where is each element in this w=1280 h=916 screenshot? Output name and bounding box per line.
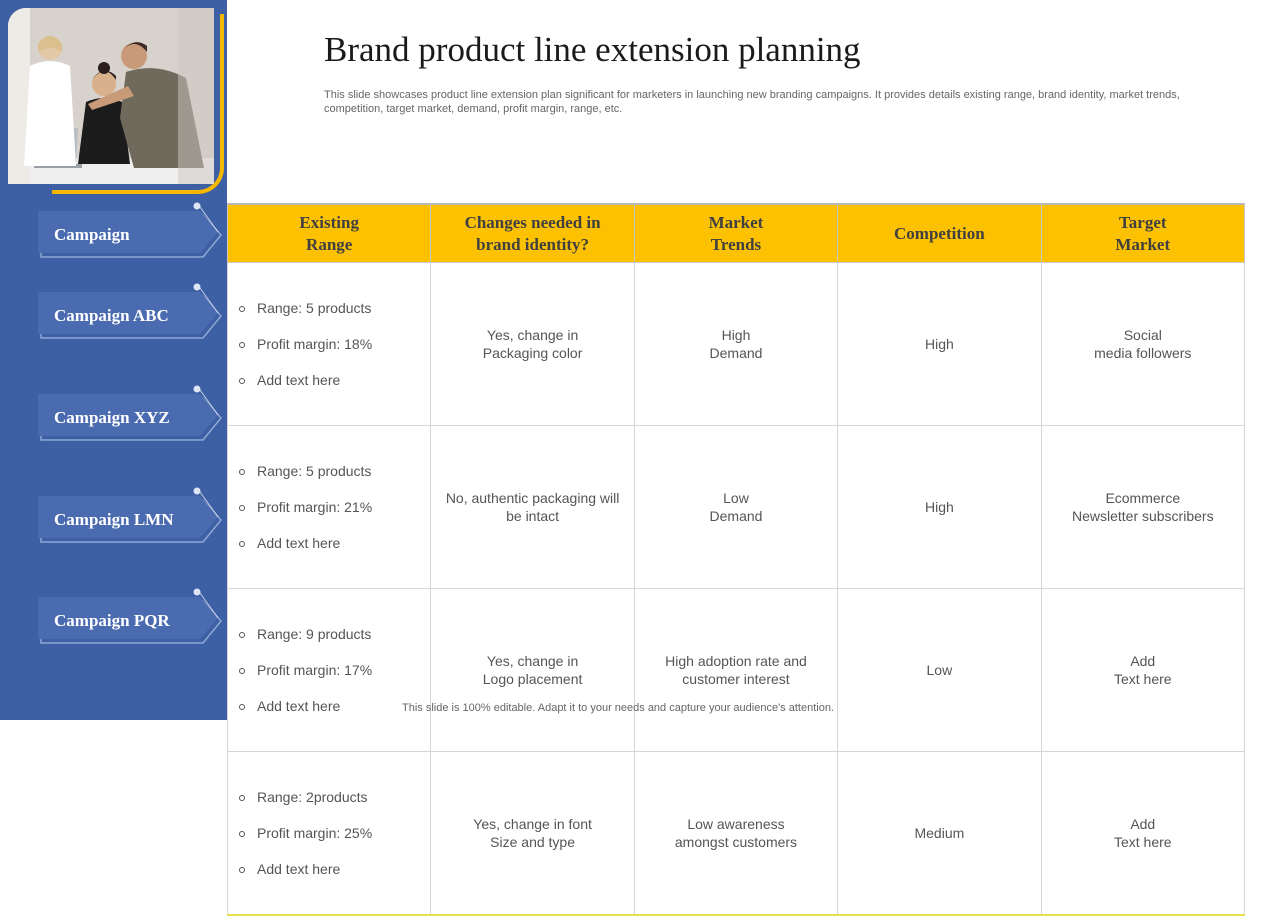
campaign-arrow-shape <box>38 283 222 339</box>
cell-target-market: Social media followers <box>1040 262 1246 426</box>
cell-brand-identity: Yes, change in Packaging color <box>430 262 635 426</box>
cell-existing-range: Range: 5 products Profit margin: 18% Add… <box>226 262 432 426</box>
range-list: Range: 9 products Profit margin: 17% Add… <box>238 607 424 733</box>
cell-market-trends: High Demand <box>633 262 839 426</box>
cell-market-trends: Low Demand <box>633 425 839 589</box>
list-item: Range: 5 products <box>238 299 424 317</box>
list-item: Add text here <box>238 534 424 552</box>
cell-competition: Low <box>837 588 1042 752</box>
table-header-row: Existing Range Changes needed in brand i… <box>226 203 1246 263</box>
planning-table: Existing Range Changes needed in brand i… <box>226 203 1246 916</box>
cell-existing-range: Range: 9 products Profit margin: 17% Add… <box>226 588 432 752</box>
cell-target-market: Add Text here <box>1040 588 1246 752</box>
photo-accent-frame <box>52 14 224 194</box>
cell-existing-range: Range: 5 products Profit margin: 21% Add… <box>226 425 432 589</box>
campaign-arrow-shape <box>38 487 222 543</box>
list-item: Profit margin: 17% <box>238 661 424 679</box>
range-list: Range: 5 products Profit margin: 18% Add… <box>238 281 424 407</box>
cell-target-market: Ecommerce Newsletter subscribers <box>1040 425 1246 589</box>
table-row: Range: 9 products Profit margin: 17% Add… <box>226 588 1246 752</box>
list-item: Add text here <box>238 371 424 389</box>
list-item: Range: 5 products <box>238 462 424 480</box>
header-existing-range: Existing Range <box>226 203 432 263</box>
header-brand-identity: Changes needed in brand identity? <box>430 203 635 263</box>
table-row: Range: 2products Profit margin: 25% Add … <box>226 751 1246 916</box>
campaign-label: Campaign <box>54 225 130 244</box>
campaign-label: Campaign XYZ <box>54 408 170 427</box>
campaign-arrow-shape <box>38 385 222 441</box>
table-row: Range: 5 products Profit margin: 21% Add… <box>226 425 1246 589</box>
cell-market-trends: High adoption rate and customer interest <box>633 588 839 752</box>
cell-brand-identity: No, authentic packaging will be intact <box>430 425 635 589</box>
campaign-arrow-shape <box>38 202 222 258</box>
list-item: Add text here <box>238 697 424 715</box>
page-title: Brand product line extension planning <box>324 30 861 69</box>
header-market-trends: Market Trends <box>633 203 839 263</box>
cell-brand-identity: Yes, change in Logo placement <box>430 588 635 752</box>
campaign-tag-xyz: Campaign XYZ <box>37 385 223 441</box>
footer-note: This slide is 100% editable. Adapt it to… <box>402 702 834 714</box>
cell-market-trends: Low awareness amongst customers <box>633 751 839 916</box>
campaign-label: Campaign PQR <box>54 611 170 630</box>
campaign-tag-abc: Campaign ABC <box>37 283 223 339</box>
table-row: Range: 5 products Profit margin: 18% Add… <box>226 262 1246 426</box>
range-list: Range: 2products Profit margin: 25% Add … <box>238 770 424 896</box>
campaign-label: Campaign LMN <box>54 510 174 529</box>
cell-target-market: Add Text here <box>1040 751 1246 916</box>
range-list: Range: 5 products Profit margin: 21% Add… <box>238 444 424 570</box>
list-item: Profit margin: 18% <box>238 335 424 353</box>
cell-competition: High <box>837 425 1042 589</box>
campaign-arrow-shape <box>38 588 222 644</box>
cell-brand-identity: Yes, change in font Size and type <box>430 751 635 916</box>
campaign-tag-1: Campaign <box>37 202 223 258</box>
list-item: Range: 2products <box>238 788 424 806</box>
campaign-label: Campaign ABC <box>54 306 169 325</box>
campaign-tag-pqr: Campaign PQR <box>37 588 223 644</box>
list-item: Add text here <box>238 860 424 878</box>
page-subtitle: This slide showcases product line extens… <box>324 89 1180 115</box>
header-target-market: Target Market <box>1040 203 1246 263</box>
list-item: Range: 9 products <box>238 625 424 643</box>
cell-competition: High <box>837 262 1042 426</box>
cell-existing-range: Range: 2products Profit margin: 25% Add … <box>226 751 432 916</box>
list-item: Profit margin: 25% <box>238 824 424 842</box>
campaign-tag-lmn: Campaign LMN <box>37 487 223 543</box>
cell-competition: Medium <box>837 751 1042 916</box>
team-photo <box>8 8 214 184</box>
header-competition: Competition <box>837 203 1042 263</box>
list-item: Profit margin: 21% <box>238 498 424 516</box>
